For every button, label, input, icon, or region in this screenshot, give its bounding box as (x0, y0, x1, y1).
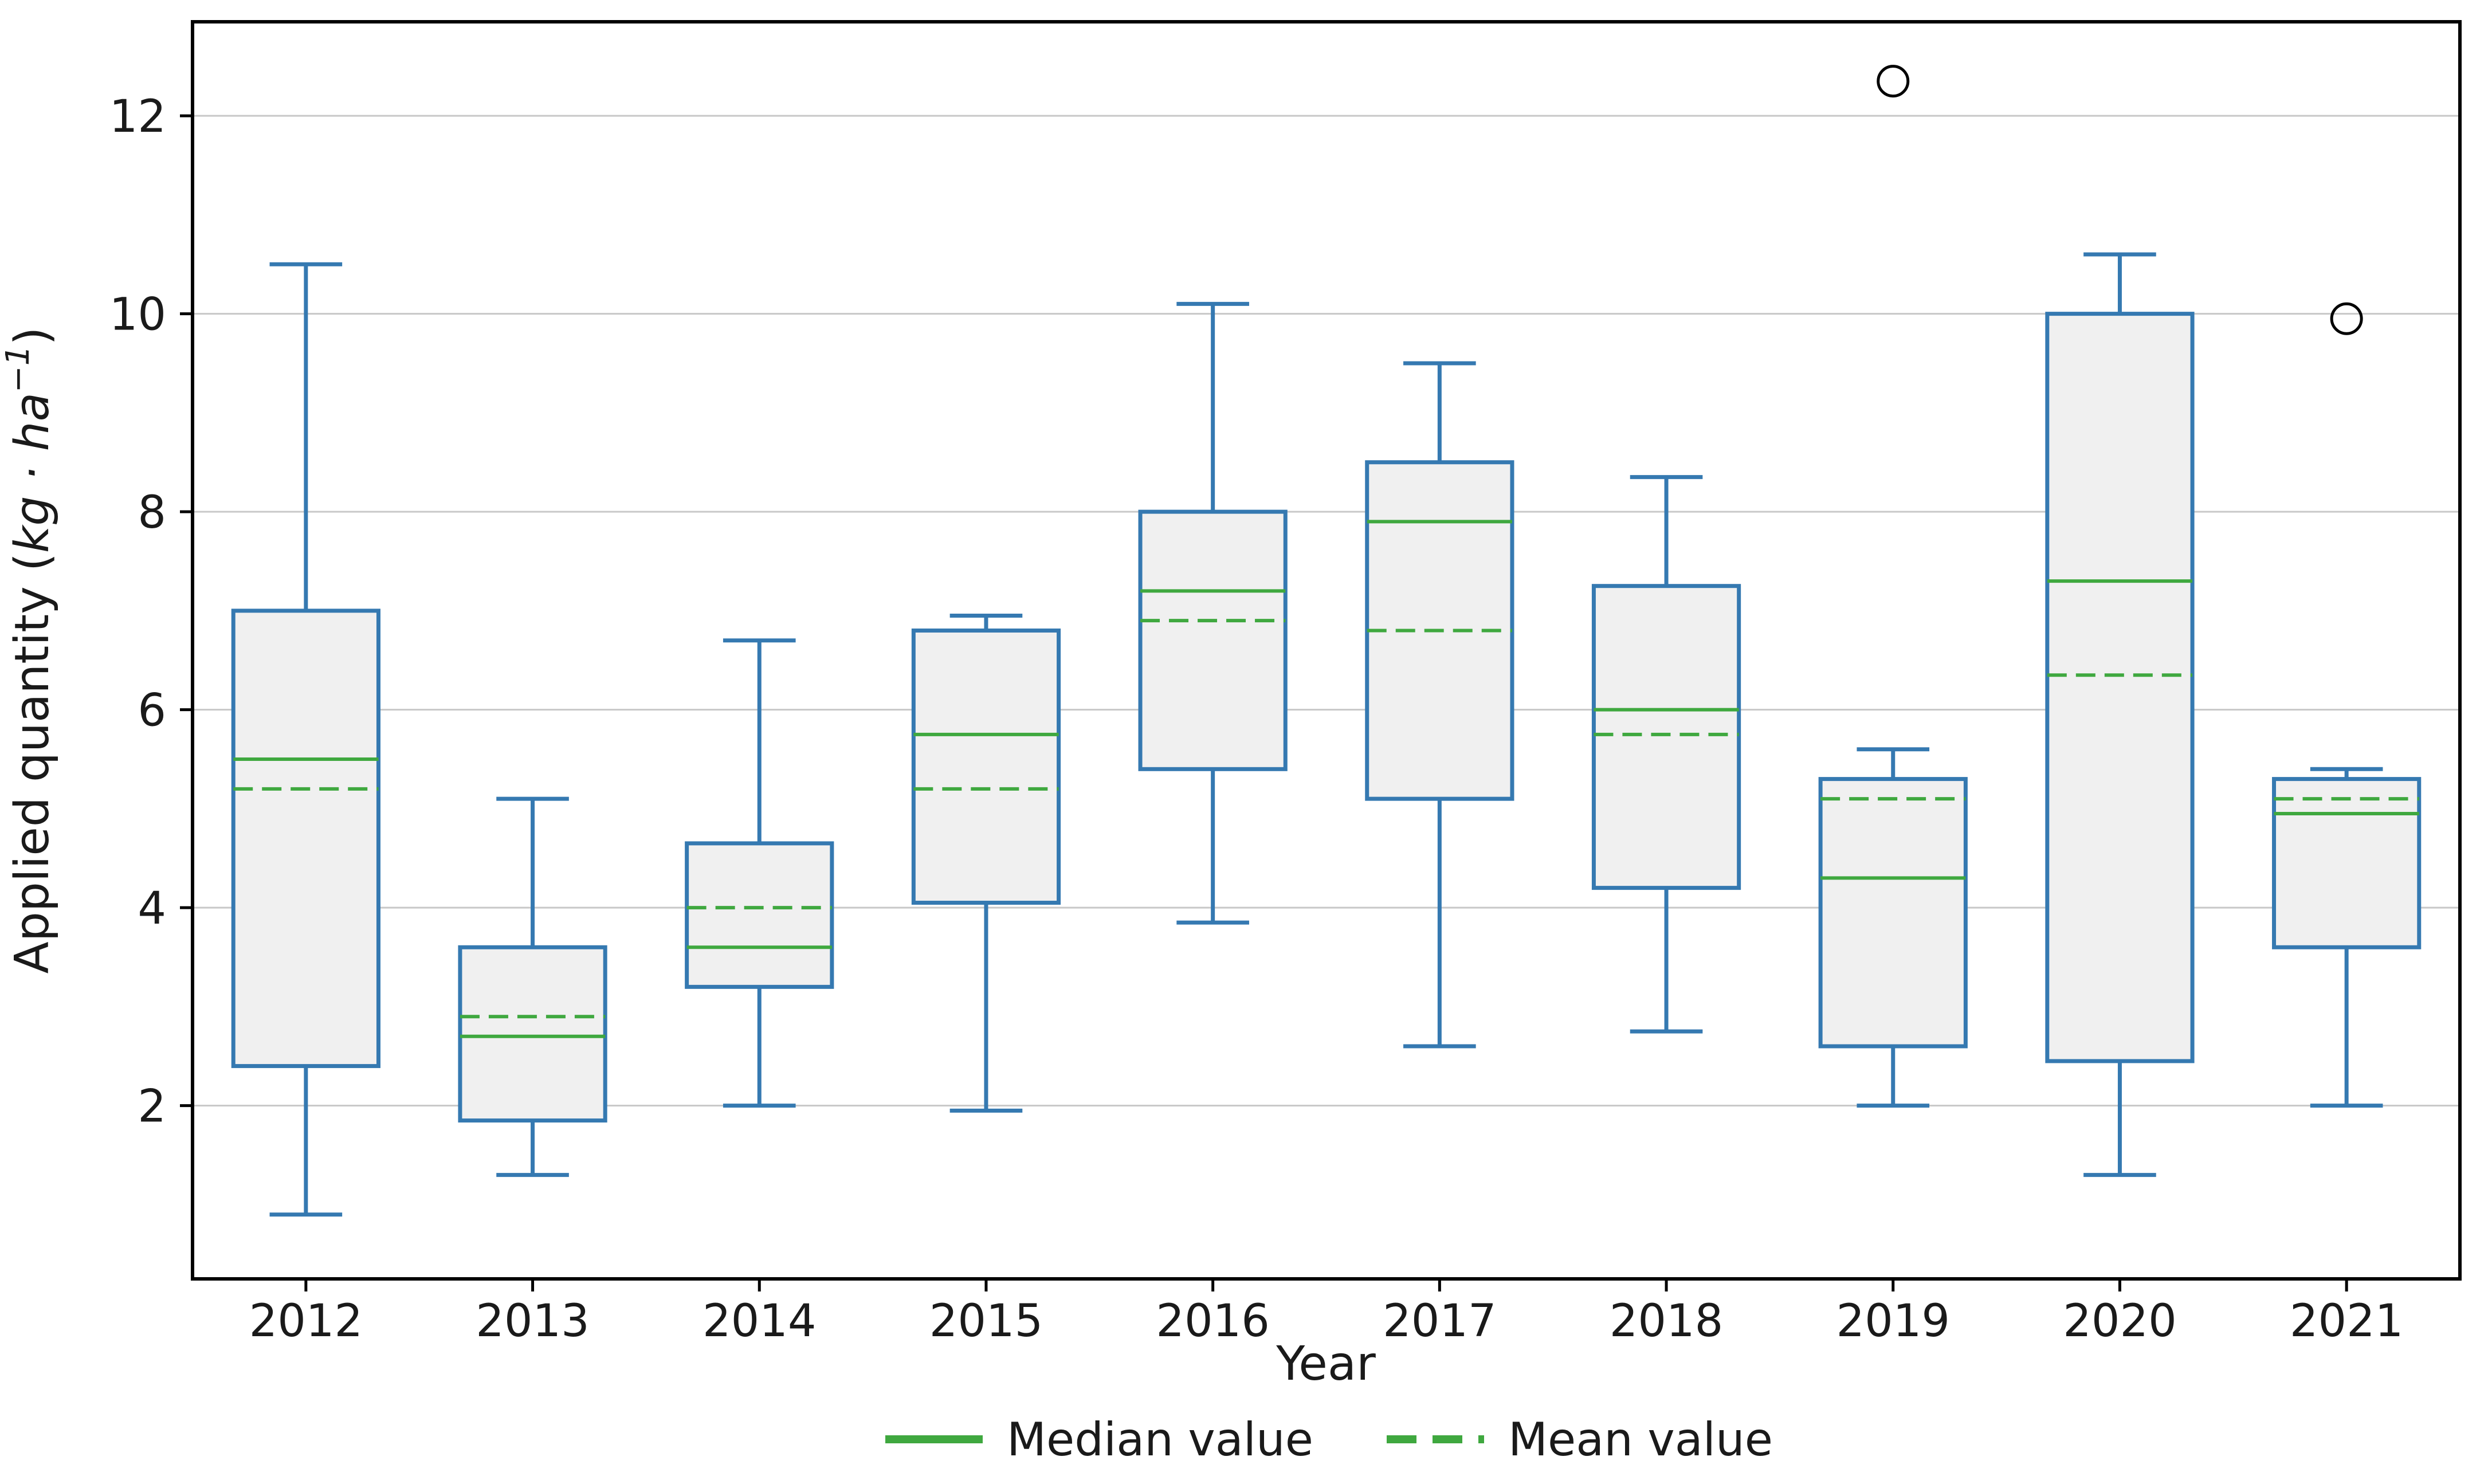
axes-spines (191, 20, 2462, 1281)
x-tick-label-2017: 2017 (1383, 1295, 1497, 1347)
box-2019 (1818, 65, 1968, 1108)
iqr-box (911, 628, 1061, 905)
box-2014 (685, 638, 834, 1108)
iqr-box (1591, 584, 1741, 890)
x-tick-label-2014: 2014 (703, 1295, 817, 1347)
x-tick-label-2020: 2020 (2063, 1295, 2177, 1347)
iqr-box (2272, 777, 2422, 949)
x-tick-label-2021: 2021 (2290, 1295, 2404, 1347)
legend-mean-label: Mean value (1508, 1413, 1773, 1466)
x-tick-label-2015: 2015 (929, 1295, 1043, 1347)
box-2016 (1138, 301, 1288, 925)
outlier-point (2330, 302, 2363, 335)
y-tick-label-4: 4 (138, 883, 166, 935)
box-2021 (2272, 302, 2422, 1108)
x-tick-label-2013: 2013 (476, 1295, 590, 1347)
iqr-box (1138, 509, 1288, 771)
plot-border (191, 20, 2462, 1281)
iqr-box (231, 608, 380, 1069)
box-2020 (2045, 252, 2195, 1177)
x-tick-label-2019: 2019 (1836, 1295, 1950, 1347)
x-tick-label-2016: 2016 (1156, 1295, 1270, 1347)
iqr-box (2045, 312, 2195, 1063)
boxplot-series (231, 65, 2422, 1217)
outlier-point (1877, 65, 1910, 98)
y-tick-label-6: 6 (138, 685, 166, 737)
gridlines (193, 115, 2460, 1107)
legend-median-label: Median value (1007, 1413, 1313, 1466)
y-tick-labels: 2 4 6 8 10 12 (109, 91, 166, 1133)
x-tick-labels: 2012 2013 2014 2015 2016 2017 2018 2019 2020 2021 (249, 1295, 2404, 1347)
x-tick-label-2012: 2012 (249, 1295, 363, 1347)
x-axis-label: Year (1276, 1337, 1376, 1391)
y-axis-label: Applied quantity (kg · ha−1) (0, 327, 60, 974)
y-tick-label-8: 8 (138, 487, 166, 539)
y-tick-label-12: 12 (109, 91, 166, 143)
x-tick-label-2018: 2018 (1610, 1295, 1724, 1347)
iqr-box (685, 841, 834, 989)
legend: Median value Mean value (885, 1413, 1773, 1466)
y-tick-label-10: 10 (109, 289, 166, 341)
iqr-box (458, 945, 607, 1123)
y-tick-label-2: 2 (138, 1081, 166, 1133)
axis-ticks (180, 114, 2348, 1291)
box-2013 (458, 796, 607, 1177)
box-2017 (1365, 361, 1514, 1049)
box-2015 (911, 614, 1061, 1113)
box-2012 (231, 262, 380, 1217)
iqr-box (1818, 777, 1968, 1049)
box-2018 (1591, 475, 1741, 1034)
